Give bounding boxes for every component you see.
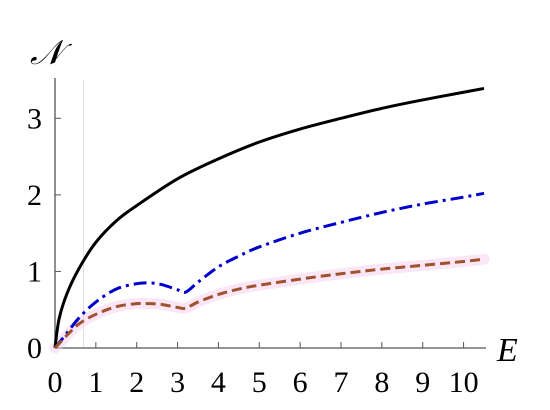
x-tick-label: 10: [449, 366, 479, 399]
x-axis-title: E: [496, 332, 518, 369]
x-tick-label: 3: [170, 366, 185, 399]
x-tick-label: 6: [293, 366, 308, 399]
series-line-2: [53, 191, 485, 349]
y-tick-label: 3: [27, 102, 42, 135]
x-tick-label: 8: [374, 366, 389, 399]
x-tick-label: 4: [211, 366, 226, 399]
series-line-3: [53, 257, 485, 350]
x-tick-label: 2: [129, 366, 144, 399]
series-halo: [49, 253, 490, 354]
y-tick-label: 1: [27, 255, 42, 288]
y-tick-label: 0: [27, 332, 42, 365]
y-axis-title: 𝒩: [30, 35, 73, 72]
x-tick-label: 1: [88, 366, 103, 399]
x-tick-label: 5: [252, 366, 267, 399]
series-line-1: [53, 86, 485, 349]
x-tick-label: 7: [334, 366, 349, 399]
x-tick-label: 0: [48, 366, 63, 399]
x-tick-label: 9: [415, 366, 430, 399]
y-tick-label: 2: [27, 179, 42, 212]
